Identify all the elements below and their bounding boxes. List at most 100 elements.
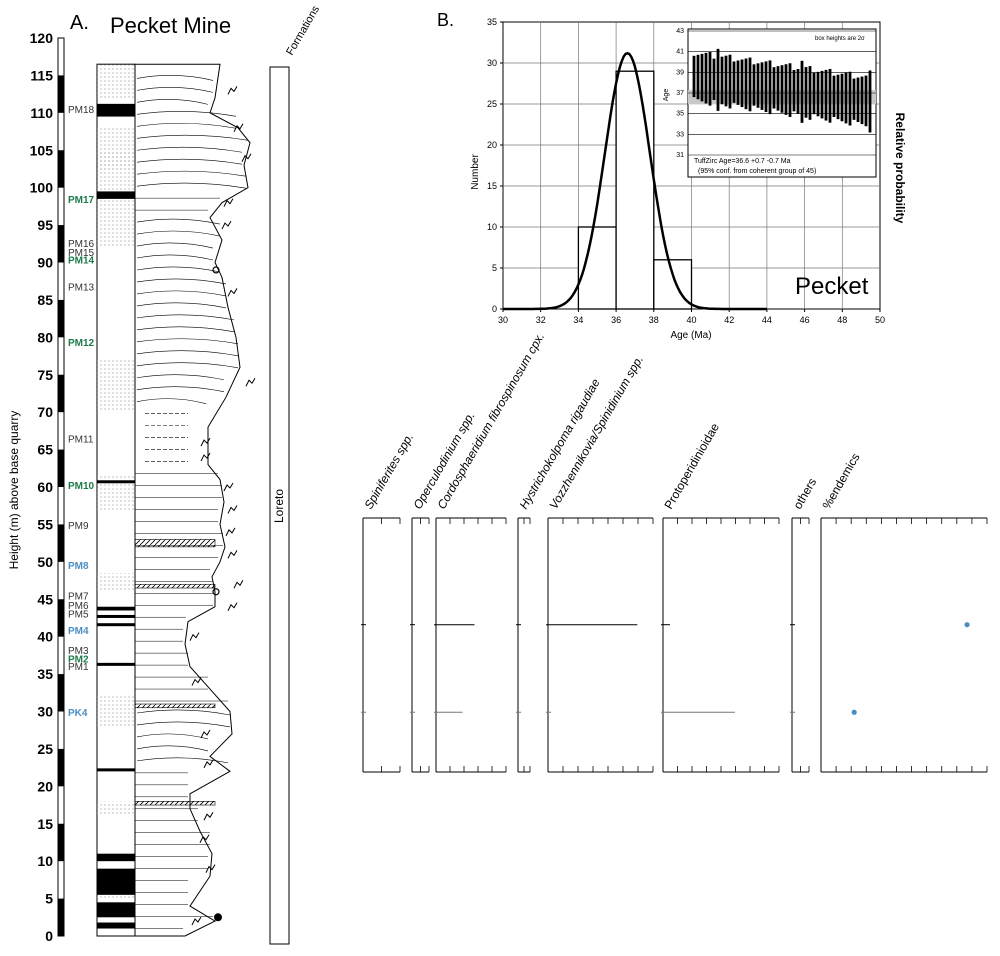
inset-tick-label: 39	[676, 69, 684, 76]
sample-label: PM16	[68, 239, 95, 250]
trace-fossil-symbol	[227, 505, 238, 514]
sample-label: PM6	[68, 601, 89, 612]
inset-age-bar	[760, 62, 764, 110]
inset-age-bar	[756, 63, 760, 108]
taxon-name: Protoperidinioidae	[661, 420, 722, 511]
cross-bedding	[136, 326, 235, 333]
coal-bed	[97, 662, 135, 666]
hatched-bed	[134, 539, 216, 548]
inset-tick-label: 37	[676, 90, 684, 97]
height-tick-label: 45	[37, 591, 53, 607]
inset-age-bar	[716, 48, 720, 111]
cross-bedding	[136, 266, 221, 273]
y-tick-label: 20	[487, 140, 497, 150]
cross-bedding	[136, 302, 227, 309]
height-tick-label: 50	[37, 554, 53, 570]
cross-bedding	[136, 242, 214, 249]
tuffzirc-inset: 31 33 35 37 39 41 43 box heights are 2σ Age Tu…	[663, 28, 877, 178]
cross-bedding	[136, 290, 227, 297]
scale-segment	[58, 75, 64, 113]
height-tick-label: 100	[30, 180, 54, 196]
scale-segment	[58, 150, 64, 188]
taxon-column: %endemics	[819, 451, 988, 773]
x-tick-label: 44	[762, 315, 772, 325]
concretion-symbol	[212, 266, 220, 274]
site-label: Pecket	[795, 273, 869, 300]
height-scale-fill	[58, 75, 64, 936]
inset-age-bar	[732, 61, 736, 103]
cross-bedding	[136, 146, 243, 153]
lithology-column	[96, 63, 256, 937]
height-axis-label: Height (m) above base quarry	[7, 411, 21, 570]
x-tick-label: 30	[498, 315, 508, 325]
cross-bedding	[136, 398, 207, 404]
trace-fossil-symbol	[227, 602, 238, 611]
scale-segment	[58, 823, 64, 862]
histogram-x-axis: 30 32 34 36 38 40 42 44 46 48 50	[498, 309, 885, 325]
height-tick-label: 75	[37, 367, 53, 383]
height-tick-label: 65	[37, 442, 53, 458]
inset-age-bar	[812, 72, 816, 115]
sand-interval	[97, 359, 135, 413]
formations-header: Formations	[284, 3, 322, 57]
inset-age-bar	[852, 78, 856, 120]
taxon-column: Cordosphaeridium fibrospinosum cpx.	[434, 330, 547, 773]
height-tick-label: 35	[37, 666, 53, 682]
inset-caption-1: TuffZirc Age=36.6 +0.7 -0.7 Ma	[694, 158, 791, 165]
inset-age-bar	[728, 54, 732, 109]
dinocyst-abundance-panel: Spiniferites spp.Operculodinium spp.Cord…	[361, 330, 988, 773]
trace-fossil-symbol	[227, 288, 238, 297]
inset-age-bar	[788, 63, 792, 117]
x-tick-label: 42	[724, 315, 734, 325]
scale-segment	[58, 374, 64, 413]
inset-age-bar	[724, 55, 728, 107]
inset-tick-label: 33	[676, 131, 684, 138]
y-tick-label: 15	[487, 181, 497, 191]
inset-age-bar	[824, 69, 828, 121]
trace-fossil-symbol	[241, 153, 252, 162]
coal-bed	[97, 853, 135, 862]
height-tick-label: 55	[37, 516, 53, 532]
trace-fossil-symbol	[191, 677, 202, 686]
height-tick-label: 90	[37, 255, 53, 271]
inset-tick-label: 31	[676, 152, 684, 159]
cross-bedding	[136, 182, 247, 189]
inset-age-bar	[816, 71, 820, 117]
cross-bedding	[136, 230, 221, 237]
inset-tick-label: 35	[676, 111, 684, 118]
coal-bed	[97, 191, 135, 199]
x-tick-label: 34	[573, 315, 583, 325]
histogram-ylabel: Number	[470, 154, 481, 190]
trace-fossil-symbol	[227, 550, 238, 559]
sand-interval	[97, 64, 135, 98]
inset-ylabel: Age	[663, 89, 670, 102]
taxon-column: Protoperidinioidae	[661, 420, 780, 773]
panel-a-stratigraphic-column: A. Pecket Mine Height (m) above base qua…	[7, 3, 322, 945]
cross-bedding	[136, 374, 225, 381]
height-tick-label: 115	[30, 67, 53, 83]
scale-segment	[58, 898, 64, 936]
height-tick-label: 5	[45, 891, 53, 907]
cross-bedding	[136, 158, 243, 165]
height-tick-label: 120	[30, 30, 54, 46]
inset-age-bar	[856, 77, 860, 122]
sample-label: PM15	[68, 248, 95, 259]
trace-fossil-symbol	[203, 759, 214, 769]
cross-bedding	[136, 170, 247, 177]
sample-label: PM14	[68, 256, 95, 267]
inset-age-bar	[784, 64, 788, 115]
x-tick-label: 46	[800, 315, 810, 325]
cross-bedding	[136, 278, 227, 285]
coal-bed	[97, 922, 135, 929]
inset-age-bar	[840, 73, 844, 122]
cross-bedding	[136, 254, 214, 261]
inset-age-bar	[864, 75, 868, 127]
sample-label: PM11	[68, 434, 94, 445]
scale-segment	[58, 225, 64, 263]
inset-age-bar	[804, 67, 808, 118]
trace-fossil-symbol	[189, 632, 200, 641]
x-tick-label: 38	[649, 315, 659, 325]
inset-age-bar	[704, 52, 708, 104]
inset-age-bar	[828, 68, 832, 123]
taxon-name: %endemics	[819, 451, 862, 512]
